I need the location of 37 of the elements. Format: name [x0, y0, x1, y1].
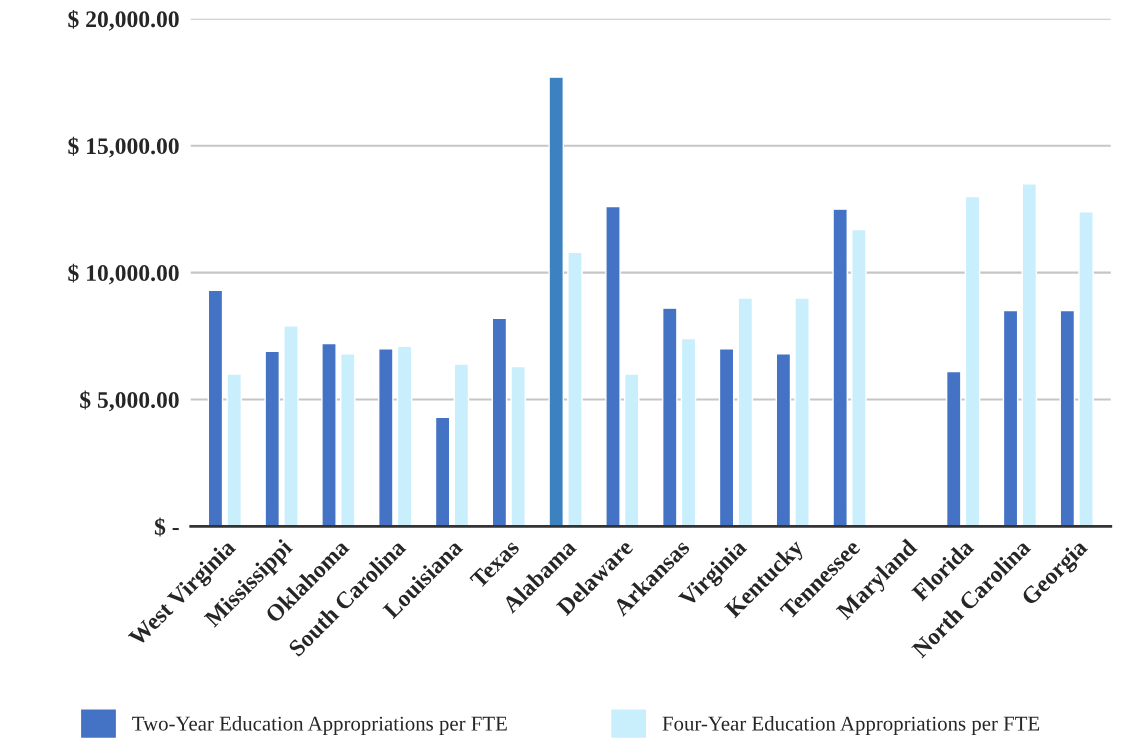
y-tick-label: $ 15,000.00	[68, 136, 179, 158]
legend-label: Four-Year Education Appropriations per FTE	[662, 715, 1040, 735]
bar	[1021, 183, 1038, 527]
bar	[339, 353, 356, 527]
bar	[434, 416, 451, 527]
bar	[1078, 210, 1094, 527]
bar	[1002, 309, 1019, 527]
bar	[396, 345, 413, 527]
bar	[964, 195, 981, 527]
bar	[453, 363, 470, 527]
bar	[378, 348, 394, 527]
bar	[548, 76, 564, 527]
bar	[661, 307, 678, 527]
bar	[945, 370, 962, 527]
bar	[851, 228, 867, 527]
bar	[491, 317, 508, 527]
bar	[605, 205, 621, 527]
bar	[510, 365, 526, 527]
bar	[226, 373, 242, 527]
bar	[264, 350, 281, 527]
y-tick-label: $ 5,000.00	[80, 390, 179, 412]
bar	[832, 208, 848, 527]
legend-label: Two-Year Education Appropriations per FTE	[132, 715, 507, 735]
y-tick-label: $ 20,000.00	[68, 9, 179, 31]
bar	[321, 342, 337, 527]
y-tick-label: $ 10,000.00	[68, 263, 179, 285]
bar	[737, 297, 754, 527]
bar	[775, 353, 792, 527]
bar	[567, 251, 583, 527]
bar	[207, 289, 224, 527]
bar	[283, 325, 299, 527]
bar	[680, 337, 697, 527]
bar	[623, 373, 640, 527]
bar	[794, 297, 810, 527]
bar	[718, 348, 735, 527]
y-tick-label: $ -	[154, 517, 179, 537]
bar	[1059, 309, 1076, 527]
